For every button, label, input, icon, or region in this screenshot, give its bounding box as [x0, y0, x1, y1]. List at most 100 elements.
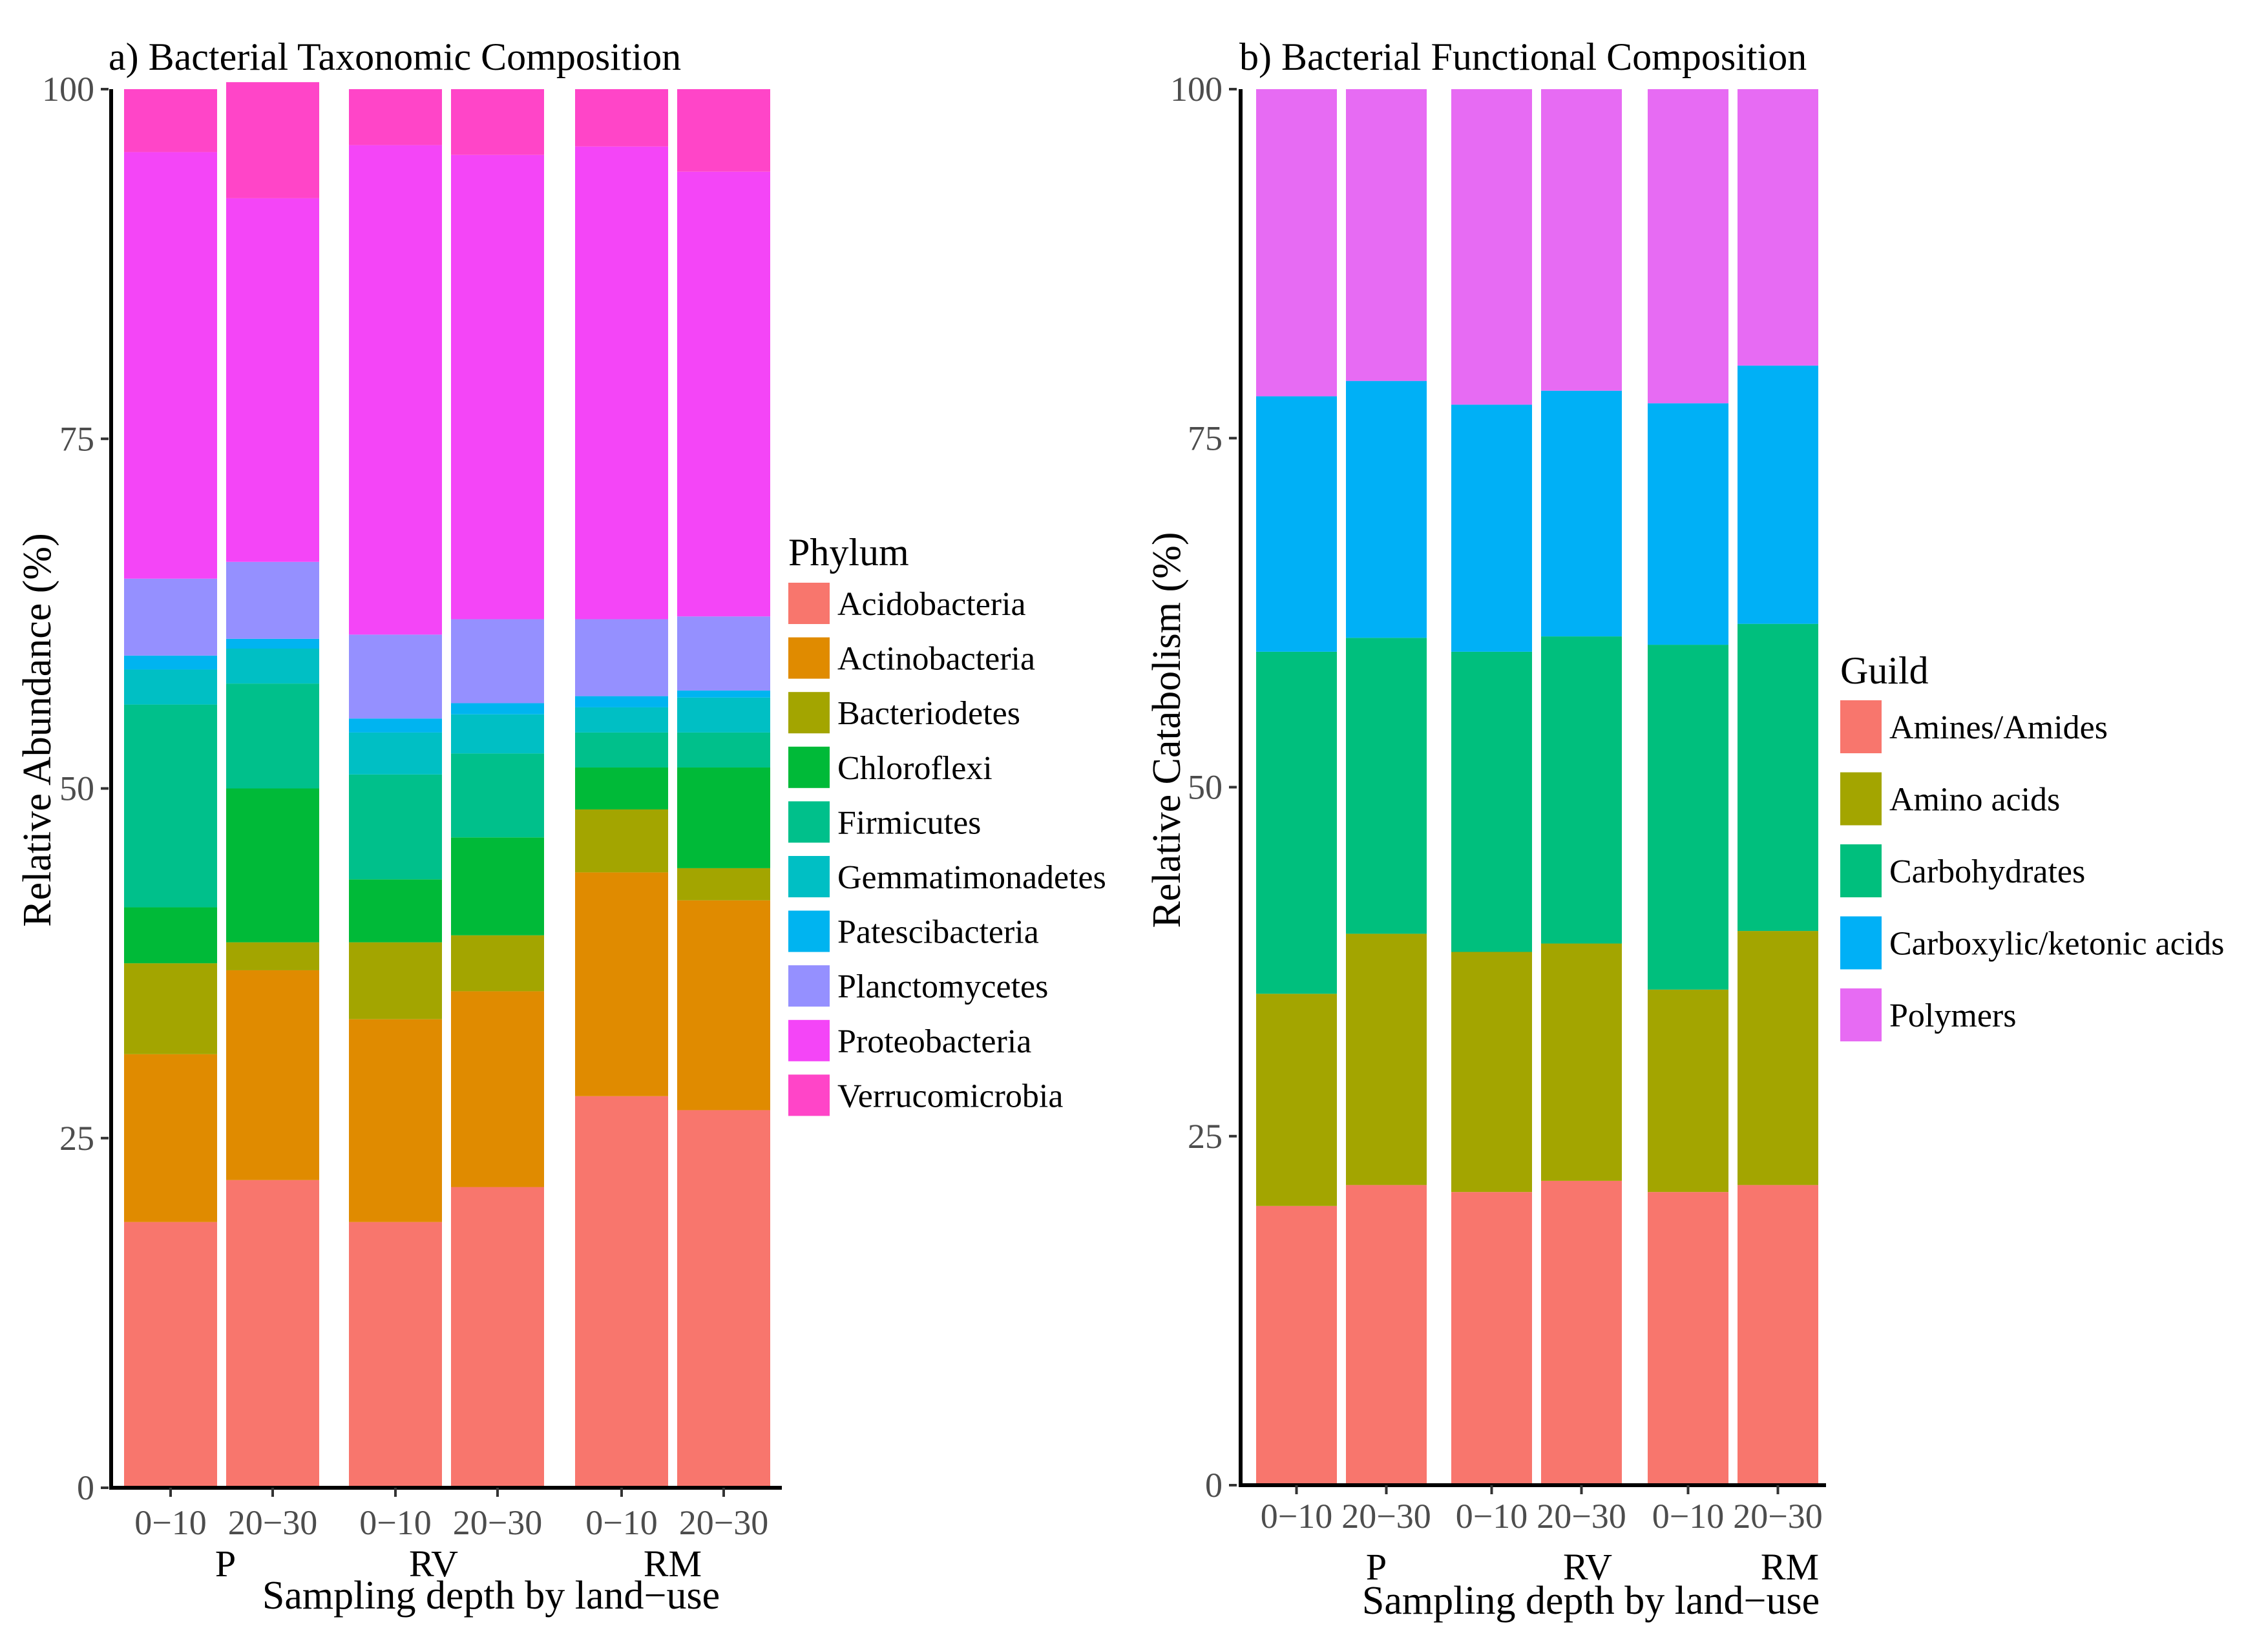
legend-swatch-firmicutes: [788, 801, 830, 843]
bar-segment-patescibacteria-4: [451, 703, 544, 714]
bar-segment-acidobacteria-3: [349, 1222, 442, 1488]
legend-swatch-amino-acids: [1840, 772, 1882, 826]
bar-segment-proteobacteria-4: [451, 154, 544, 620]
bar-segment-amino-acids-2: [1346, 933, 1427, 1185]
bar-segment-amino-acids-4: [1541, 943, 1622, 1181]
bar-segment-verrucomicrobia-3: [349, 89, 442, 145]
bar-segment-patescibacteria-5: [575, 696, 668, 707]
y-axis-label: Relative Abundance (%): [16, 533, 59, 926]
bar-segment-proteobacteria-5: [575, 146, 668, 620]
bar-segment-planctomycetes-2: [226, 561, 319, 639]
legend-label-carbohydrates: Carbohydrates: [1889, 853, 2085, 890]
bar-segment-firmicutes-2: [226, 683, 319, 789]
bar-segment-bacteriodetes-3: [349, 942, 442, 1019]
x-tick-label-5: 0−10: [585, 1503, 657, 1542]
y-axis-label: Relative Catabolism (%): [1145, 532, 1189, 928]
legend-swatch-patescibacteria: [788, 910, 830, 952]
legend-label-actinobacteria: Actinobacteria: [837, 641, 1035, 678]
x-tick-label-2: 20−30: [228, 1503, 317, 1542]
bar-segment-actinobacteria-2: [226, 970, 319, 1180]
legend-label-chloroflexi: Chloroflexi: [837, 750, 992, 787]
legend-swatch-verrucomicrobia: [788, 1074, 830, 1116]
bar-segment-acidobacteria-2: [226, 1180, 319, 1488]
bar-segment-planctomycetes-1: [124, 578, 217, 656]
bar-segment-proteobacteria-6: [677, 171, 770, 617]
legend-label-gemmatimonadetes: Gemmatimonadetes: [837, 859, 1106, 896]
bar-segment-polymers-4: [1541, 89, 1622, 391]
bar-segment-amines-amides-5: [1648, 1192, 1728, 1485]
legend-swatch-bacteriodetes: [788, 692, 830, 734]
bar-segment-planctomycetes-6: [677, 616, 770, 691]
bar-segment-gemmatimonadetes-5: [575, 707, 668, 733]
bar-segment-chloroflexi-5: [575, 767, 668, 809]
legend: Guild Amines/Amides Amino acids Carbohydra…: [1840, 649, 2224, 1041]
legend-swatch-acidobacteria: [788, 583, 830, 624]
legend-label-patescibacteria: Patescibacteria: [837, 914, 1039, 951]
bar-segment-amines-amides-6: [1738, 1185, 1818, 1485]
x-axis-ticks: 0−10 20−30 0−10 20−30 0−10 20−30: [1261, 1485, 1823, 1536]
bar-segment-acidobacteria-5: [575, 1096, 668, 1488]
legend-swatch-amines-amides: [1840, 700, 1882, 753]
group-label-rv: RV: [1563, 1546, 1612, 1588]
group-label-rv: RV: [409, 1543, 458, 1585]
chart-title: b) Bacterial Functional Composition: [1239, 36, 1807, 78]
legend-swatch-gemmatimonadetes: [788, 856, 830, 897]
bar-segment-gemmatimonadetes-4: [451, 714, 544, 754]
bar-segment-verrucomicrobia-1: [124, 89, 217, 152]
bar-segment-bacteriodetes-5: [575, 809, 668, 873]
legend: Phylum Acidobacteria Actinobacteria Bacter…: [788, 531, 1106, 1116]
y-tick-label-25: 25: [1188, 1117, 1223, 1156]
legend-swatch-polymers: [1840, 988, 1882, 1041]
group-label-rm: RM: [644, 1543, 702, 1585]
bar-segment-proteobacteria-1: [124, 152, 217, 579]
legend-label-firmicutes: Firmicutes: [837, 804, 981, 841]
legend-label-proteobacteria: Proteobacteria: [837, 1023, 1031, 1060]
y-tick-label-75: 75: [1188, 419, 1223, 457]
legend-swatch-carboxylic-ketonic-acids: [1840, 916, 1882, 970]
bar-segment-firmicutes-5: [575, 732, 668, 768]
bar-segment-bacteriodetes-6: [677, 868, 770, 901]
bar-segment-firmicutes-3: [349, 774, 442, 880]
bar-segment-patescibacteria-1: [124, 655, 217, 670]
bar-segment-firmicutes-6: [677, 732, 770, 768]
bar-segment-carbohydrates-4: [1541, 636, 1622, 944]
bar-segment-patescibacteria-3: [349, 718, 442, 733]
group-labels: P RV RM: [1366, 1546, 1819, 1588]
bar-segment-gemmatimonadetes-1: [124, 669, 217, 705]
bar-segment-acidobacteria-1: [124, 1222, 217, 1488]
bar-segment-carbohydrates-1: [1256, 651, 1337, 994]
bar-stacks: [124, 82, 770, 1488]
y-tick-label-100: 100: [42, 70, 94, 109]
x-tick-label-6: 20−30: [679, 1503, 768, 1542]
bar-segment-gemmatimonadetes-6: [677, 697, 770, 733]
x-tick-label-1: 0−10: [134, 1503, 206, 1542]
bar-segment-carbohydrates-2: [1346, 638, 1427, 934]
bar-segment-polymers-2: [1346, 89, 1427, 381]
bar-segment-carboxylic-ketonic-acids-4: [1541, 390, 1622, 637]
y-tick-label-0: 0: [77, 1468, 94, 1507]
bar-segment-planctomycetes-3: [349, 634, 442, 719]
legend-swatch-proteobacteria: [788, 1019, 830, 1061]
bar-segment-acidobacteria-6: [677, 1110, 770, 1488]
y-axis-ticks: 0 25 50 75 100: [1170, 70, 1237, 1505]
bar-segment-firmicutes-1: [124, 704, 217, 908]
bar-segment-amines-amides-1: [1256, 1205, 1337, 1485]
bar-segment-carbohydrates-3: [1451, 651, 1532, 952]
group-label-p: P: [1366, 1546, 1387, 1588]
x-axis-label: Sampling depth by land−use: [1362, 1579, 1820, 1623]
bar-segment-carboxylic-ketonic-acids-1: [1256, 396, 1337, 652]
panel-b-functional-chart: b) Bacterial Functional Composition 0 25 5…: [1145, 36, 2224, 1623]
legend-swatch-chloroflexi: [788, 746, 830, 788]
y-tick-label-50: 50: [59, 769, 94, 808]
x-tick-label-6: 20−30: [1733, 1497, 1822, 1536]
bar-stacks: [1256, 89, 1818, 1485]
bar-segment-verrucomicrobia-2: [226, 82, 319, 198]
bar-segment-acidobacteria-4: [451, 1187, 544, 1488]
y-tick-label-75: 75: [59, 419, 94, 458]
bar-segment-firmicutes-4: [451, 753, 544, 838]
legend-label-carboxylic-ketonic-acids: Carboxylic/ketonic acids: [1889, 926, 2224, 963]
legend-title: Guild: [1840, 649, 1929, 692]
bar-segment-planctomycetes-4: [451, 619, 544, 704]
bar-segment-gemmatimonadetes-2: [226, 649, 319, 684]
